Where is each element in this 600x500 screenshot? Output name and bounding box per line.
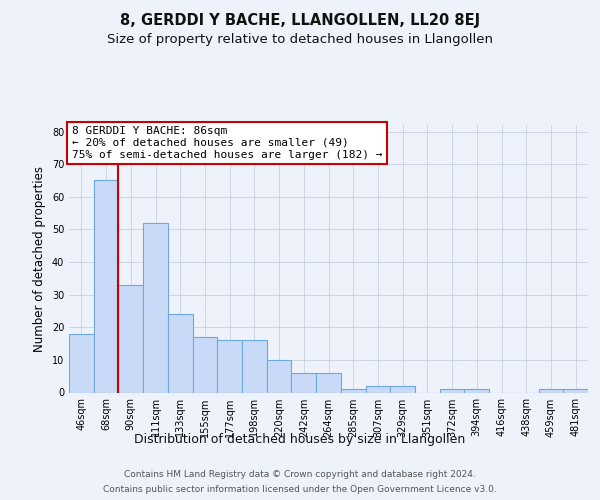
Text: Contains public sector information licensed under the Open Government Licence v3: Contains public sector information licen… xyxy=(103,485,497,494)
Bar xyxy=(69,334,94,392)
Text: Contains HM Land Registry data © Crown copyright and database right 2024.: Contains HM Land Registry data © Crown c… xyxy=(124,470,476,479)
Text: Size of property relative to detached houses in Llangollen: Size of property relative to detached ho… xyxy=(107,32,493,46)
Bar xyxy=(341,389,365,392)
Bar xyxy=(390,386,415,392)
Bar xyxy=(464,389,489,392)
Bar xyxy=(267,360,292,392)
Bar xyxy=(316,373,341,392)
Bar xyxy=(539,389,563,392)
Bar xyxy=(217,340,242,392)
Bar xyxy=(118,285,143,393)
Bar xyxy=(440,389,464,392)
Bar xyxy=(193,337,217,392)
Bar xyxy=(94,180,118,392)
Bar xyxy=(292,373,316,392)
Bar xyxy=(365,386,390,392)
Text: 8, GERDDI Y BACHE, LLANGOLLEN, LL20 8EJ: 8, GERDDI Y BACHE, LLANGOLLEN, LL20 8EJ xyxy=(120,12,480,28)
Bar xyxy=(242,340,267,392)
Text: Distribution of detached houses by size in Llangollen: Distribution of detached houses by size … xyxy=(134,432,466,446)
Text: 8 GERDDI Y BACHE: 86sqm
← 20% of detached houses are smaller (49)
75% of semi-de: 8 GERDDI Y BACHE: 86sqm ← 20% of detache… xyxy=(71,126,382,160)
Bar xyxy=(168,314,193,392)
Bar xyxy=(563,389,588,392)
Bar xyxy=(143,223,168,392)
Y-axis label: Number of detached properties: Number of detached properties xyxy=(33,166,46,352)
